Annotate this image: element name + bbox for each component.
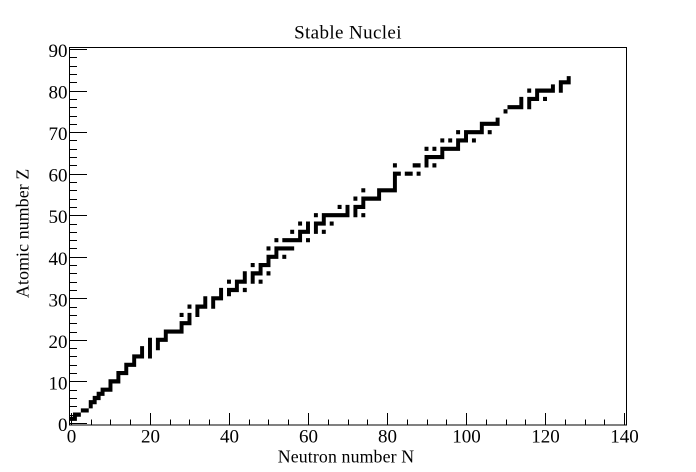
svg-text:90: 90 xyxy=(49,41,68,62)
svg-text:140: 140 xyxy=(610,427,639,448)
svg-text:10: 10 xyxy=(49,373,68,394)
svg-text:120: 120 xyxy=(531,427,560,448)
svg-text:0: 0 xyxy=(67,427,77,448)
svg-text:40: 40 xyxy=(49,249,68,270)
svg-text:Neutron number N: Neutron number N xyxy=(278,446,414,466)
svg-text:50: 50 xyxy=(49,207,68,228)
svg-text:20: 20 xyxy=(141,427,160,448)
svg-text:80: 80 xyxy=(378,427,397,448)
svg-text:80: 80 xyxy=(49,83,68,104)
svg-text:40: 40 xyxy=(220,427,239,448)
svg-text:70: 70 xyxy=(49,124,68,145)
svg-text:0: 0 xyxy=(58,415,68,436)
svg-text:20: 20 xyxy=(49,332,68,353)
svg-text:60: 60 xyxy=(299,427,318,448)
svg-text:Stable Nuclei: Stable Nuclei xyxy=(294,22,402,43)
svg-text:Atomic number Z: Atomic number Z xyxy=(13,169,33,298)
svg-text:60: 60 xyxy=(49,166,68,187)
svg-text:30: 30 xyxy=(49,290,68,311)
svg-text:100: 100 xyxy=(452,427,481,448)
